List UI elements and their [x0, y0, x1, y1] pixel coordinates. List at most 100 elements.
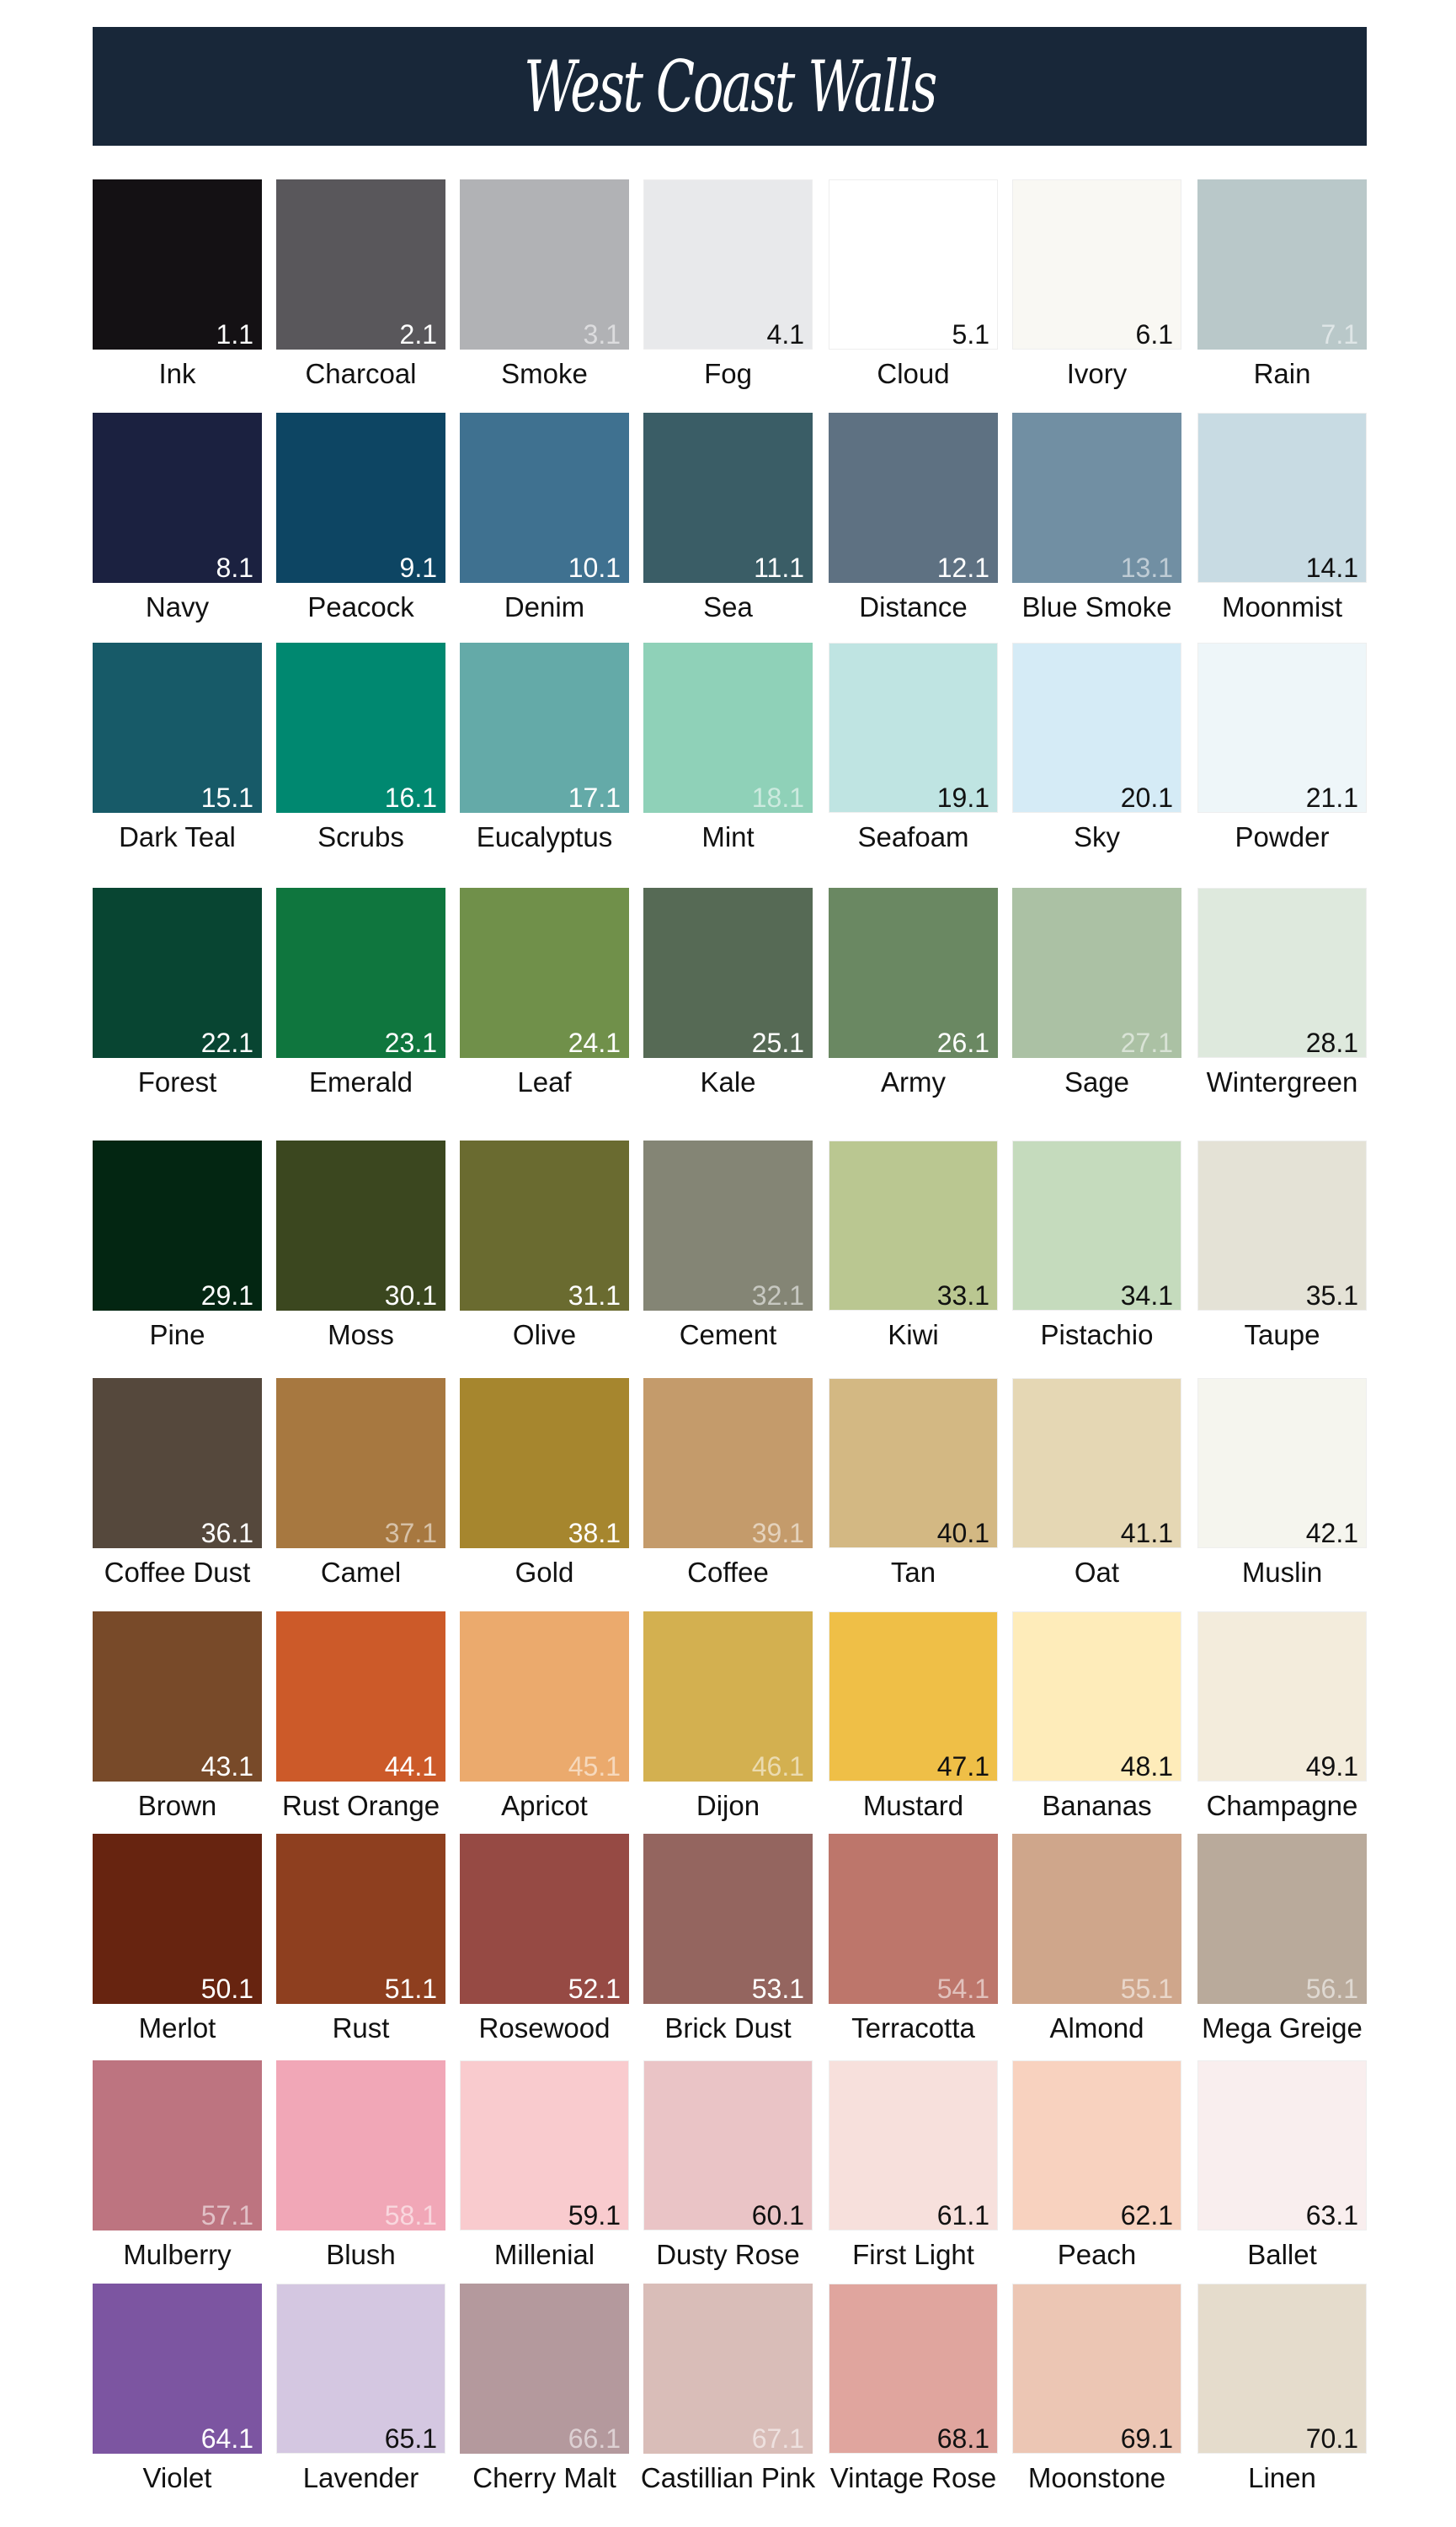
color-swatch[interactable]: 15.1 [93, 643, 262, 813]
color-name: Mulberry [123, 2239, 232, 2270]
color-swatch[interactable]: 52.1 [460, 1834, 629, 2004]
color-swatch[interactable]: 30.1 [276, 1141, 445, 1311]
color-code: 65.1 [384, 2423, 437, 2454]
color-swatch[interactable]: 60.1 [643, 2060, 813, 2230]
color-code: 28.1 [1305, 1028, 1358, 1058]
color-swatch[interactable]: 29.1 [93, 1141, 262, 1311]
color-swatch[interactable]: 7.1 [1197, 179, 1367, 350]
color-swatch[interactable]: 11.1 [643, 413, 813, 583]
color-swatch[interactable]: 28.1 [1197, 888, 1367, 1058]
color-name: Rust [332, 2012, 390, 2044]
color-code: 43.1 [200, 1751, 253, 1782]
color-swatch[interactable]: 3.1 [460, 179, 629, 350]
color-swatch[interactable]: 9.1 [276, 413, 445, 583]
color-swatch[interactable]: 39.1 [643, 1378, 813, 1548]
color-swatch[interactable]: 21.1 [1197, 643, 1367, 813]
color-swatch[interactable]: 17.1 [460, 643, 629, 813]
color-code: 20.1 [1120, 783, 1173, 813]
color-name: Moonmist [1221, 591, 1343, 622]
color-swatch[interactable]: 5.1 [829, 179, 998, 350]
color-swatch[interactable]: 35.1 [1197, 1141, 1367, 1311]
color-name: Lavender [302, 2462, 419, 2493]
color-code: 38.1 [568, 1518, 621, 1548]
color-swatch[interactable]: 13.1 [1012, 413, 1181, 583]
color-swatch[interactable]: 8.1 [93, 413, 262, 583]
color-swatch[interactable]: 56.1 [1197, 1834, 1367, 2004]
color-swatch[interactable]: 59.1 [460, 2060, 629, 2230]
color-swatch[interactable]: 46.1 [643, 1611, 813, 1782]
color-name: Bananas [1042, 1790, 1152, 1821]
color-swatch[interactable]: 49.1 [1197, 1611, 1367, 1782]
color-swatch[interactable]: 20.1 [1012, 643, 1181, 813]
color-name: Linen [1248, 2462, 1316, 2493]
color-swatch[interactable]: 44.1 [276, 1611, 445, 1782]
color-swatch[interactable]: 18.1 [643, 643, 813, 813]
color-swatch[interactable]: 68.1 [829, 2284, 998, 2454]
color-name: Rain [1253, 358, 1311, 389]
color-swatch[interactable]: 57.1 [93, 2060, 262, 2230]
color-swatch[interactable]: 45.1 [460, 1611, 629, 1782]
color-swatch[interactable]: 67.1 [643, 2284, 813, 2454]
color-swatch[interactable]: 70.1 [1197, 2284, 1367, 2454]
color-name: Mustard [862, 1790, 964, 1821]
color-swatch[interactable]: 63.1 [1197, 2060, 1367, 2230]
color-name: Wintergreen [1206, 1066, 1358, 1098]
color-swatch[interactable]: 38.1 [460, 1378, 629, 1548]
color-swatch[interactable]: 34.1 [1012, 1141, 1181, 1311]
color-swatch[interactable]: 48.1 [1012, 1611, 1181, 1782]
color-swatch[interactable]: 27.1 [1012, 888, 1181, 1058]
color-code: 39.1 [751, 1518, 804, 1548]
color-swatch[interactable]: 64.1 [93, 2284, 262, 2454]
color-code: 66.1 [568, 2423, 621, 2454]
color-swatch[interactable]: 37.1 [276, 1378, 445, 1548]
color-swatch[interactable]: 42.1 [1197, 1378, 1367, 1548]
color-code: 48.1 [1120, 1751, 1173, 1782]
color-code: 61.1 [936, 2200, 989, 2230]
color-swatch[interactable]: 19.1 [829, 643, 998, 813]
color-code: 49.1 [1305, 1751, 1358, 1782]
color-swatch[interactable]: 43.1 [93, 1611, 262, 1782]
color-swatch[interactable]: 47.1 [829, 1611, 998, 1782]
color-swatch[interactable]: 50.1 [93, 1834, 262, 2004]
color-name: Powder [1235, 821, 1330, 852]
color-name: Brown [137, 1790, 217, 1821]
color-swatch[interactable]: 16.1 [276, 643, 445, 813]
color-swatch[interactable]: 10.1 [460, 413, 629, 583]
color-swatch[interactable]: 4.1 [643, 179, 813, 350]
color-swatch[interactable]: 14.1 [1197, 413, 1367, 583]
color-name: Sea [703, 591, 753, 622]
color-name: Pine [149, 1319, 205, 1350]
color-code: 26.1 [936, 1028, 989, 1058]
color-swatch[interactable]: 26.1 [829, 888, 998, 1058]
color-swatch[interactable]: 24.1 [460, 888, 629, 1058]
color-swatch[interactable]: 22.1 [93, 888, 262, 1058]
color-swatch[interactable]: 54.1 [829, 1834, 998, 2004]
color-swatch[interactable]: 58.1 [276, 2060, 445, 2230]
color-swatch[interactable]: 2.1 [276, 179, 445, 350]
color-swatch[interactable]: 23.1 [276, 888, 445, 1058]
color-swatch[interactable]: 25.1 [643, 888, 813, 1058]
color-swatch[interactable]: 1.1 [93, 179, 262, 350]
color-code: 69.1 [1120, 2423, 1173, 2454]
color-swatch[interactable]: 53.1 [643, 1834, 813, 2004]
color-swatch[interactable]: 65.1 [276, 2284, 445, 2454]
color-name: Dark Teal [119, 821, 236, 852]
color-swatch[interactable]: 6.1 [1012, 179, 1181, 350]
color-swatch[interactable]: 12.1 [829, 413, 998, 583]
color-swatch[interactable]: 33.1 [829, 1141, 998, 1311]
color-swatch[interactable]: 40.1 [829, 1378, 998, 1548]
color-swatch[interactable]: 32.1 [643, 1141, 813, 1311]
color-name: Denim [504, 591, 585, 622]
color-swatch[interactable]: 31.1 [460, 1141, 629, 1311]
color-code: 32.1 [751, 1280, 804, 1311]
color-swatch[interactable]: 55.1 [1012, 1834, 1181, 2004]
color-swatch[interactable]: 36.1 [93, 1378, 262, 1548]
color-swatch[interactable]: 41.1 [1012, 1378, 1181, 1548]
color-swatch[interactable]: 61.1 [829, 2060, 998, 2230]
color-code: 54.1 [936, 1974, 989, 2004]
color-swatch[interactable]: 69.1 [1012, 2284, 1181, 2454]
color-swatch[interactable]: 62.1 [1012, 2060, 1181, 2230]
color-swatch[interactable]: 51.1 [276, 1834, 445, 2004]
color-swatch[interactable]: 66.1 [460, 2284, 629, 2454]
color-name: Ballet [1247, 2239, 1317, 2270]
